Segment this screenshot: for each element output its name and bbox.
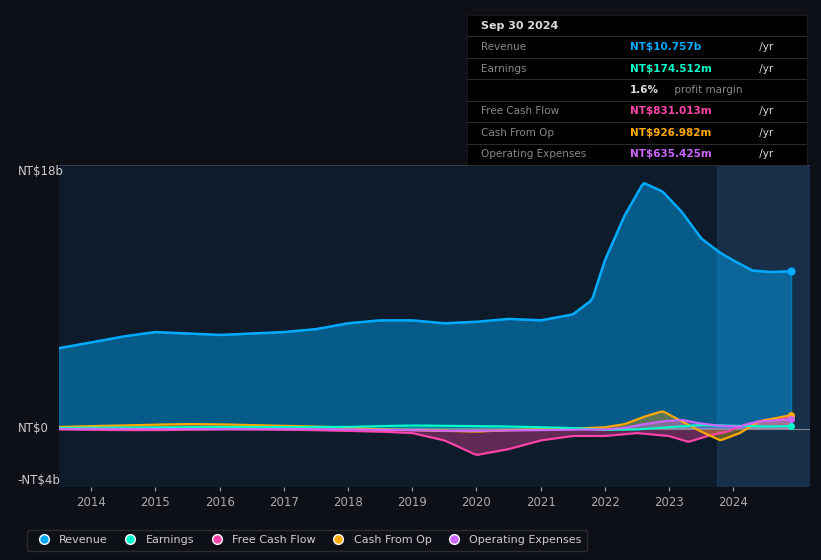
Text: Free Cash Flow: Free Cash Flow <box>480 106 559 116</box>
Text: /yr: /yr <box>756 128 773 138</box>
Text: Revenue: Revenue <box>480 42 525 52</box>
Text: NT$10.757b: NT$10.757b <box>631 42 701 52</box>
Text: /yr: /yr <box>756 42 773 52</box>
Text: profit margin: profit margin <box>671 85 742 95</box>
Text: NT$831.013m: NT$831.013m <box>631 106 712 116</box>
Text: NT$926.982m: NT$926.982m <box>631 128 712 138</box>
Text: NT$18b: NT$18b <box>18 165 64 178</box>
Text: Earnings: Earnings <box>480 64 526 73</box>
Text: NT$635.425m: NT$635.425m <box>631 150 712 159</box>
Text: -NT$4b: -NT$4b <box>18 474 61 487</box>
Text: /yr: /yr <box>756 64 773 73</box>
Legend: Revenue, Earnings, Free Cash Flow, Cash From Op, Operating Expenses: Revenue, Earnings, Free Cash Flow, Cash … <box>27 530 587 551</box>
Bar <box>718 165 810 487</box>
Text: 1.6%: 1.6% <box>631 85 659 95</box>
Text: NT$174.512m: NT$174.512m <box>631 64 712 73</box>
Text: NT$0: NT$0 <box>18 422 48 435</box>
Text: /yr: /yr <box>756 150 773 159</box>
Text: Sep 30 2024: Sep 30 2024 <box>480 21 558 31</box>
Text: Cash From Op: Cash From Op <box>480 128 553 138</box>
Text: /yr: /yr <box>756 106 773 116</box>
Text: Operating Expenses: Operating Expenses <box>480 150 586 159</box>
